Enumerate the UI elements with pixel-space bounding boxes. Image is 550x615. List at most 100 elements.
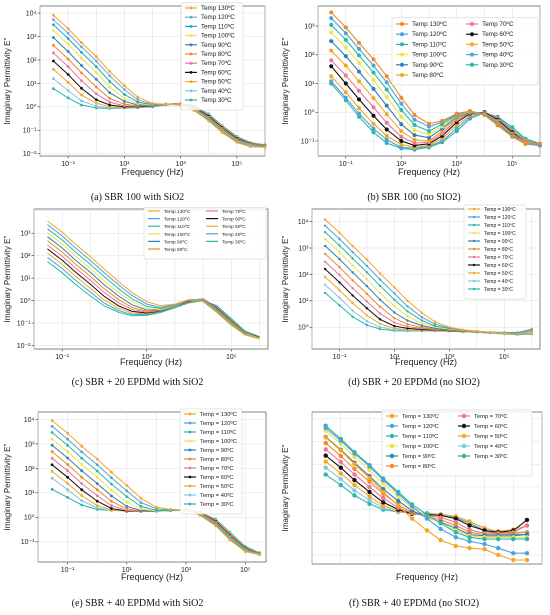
data-point — [523, 141, 528, 146]
data-point — [235, 141, 239, 144]
data-point — [384, 141, 389, 145]
y-tick-label: 10⁻¹ — [17, 320, 31, 327]
series-group — [323, 218, 533, 336]
data-point — [123, 100, 126, 103]
data-point — [52, 18, 55, 22]
data-point — [352, 462, 357, 467]
data-point — [52, 59, 55, 63]
data-point — [80, 450, 84, 454]
data-point — [50, 443, 54, 447]
data-point — [412, 123, 417, 127]
data-point — [80, 456, 84, 460]
data-point — [66, 73, 70, 76]
data-point — [94, 77, 98, 81]
data-point — [357, 69, 361, 74]
data-point — [352, 493, 357, 498]
data-point — [110, 504, 113, 507]
data-point — [351, 250, 354, 254]
x-axis-label: Frequency (Hz) — [398, 167, 460, 177]
y-tick-label: 10² — [304, 52, 315, 59]
data-point — [454, 129, 459, 134]
data-point — [468, 109, 472, 114]
legend-label: Temp = 110ºC — [200, 429, 236, 436]
caption-b: (b) SBR 100 (no SIO2) — [367, 192, 461, 203]
data-point — [343, 95, 348, 100]
data-point — [393, 327, 396, 330]
data-point — [453, 530, 458, 535]
data-point — [412, 141, 417, 145]
data-point — [95, 499, 99, 503]
series-line — [330, 65, 541, 146]
y-tick-label: 10¹ — [24, 490, 35, 497]
legend-label: Temp = 100ºC — [484, 231, 516, 237]
data-point — [412, 133, 417, 138]
data-point — [357, 40, 361, 45]
series-line — [330, 59, 541, 146]
data-point — [338, 465, 343, 470]
legend-label: Temp 110ºC — [412, 41, 447, 48]
data-point — [123, 84, 126, 88]
y-tick-label: 10² — [26, 57, 37, 64]
data-point — [329, 64, 334, 69]
legend: Temp = 130ºC Temp = 120ºC Temp = 110ºC Temp… — [381, 409, 533, 477]
data-point — [66, 65, 70, 68]
data-point — [80, 444, 84, 448]
data-point — [108, 91, 112, 95]
data-point — [338, 476, 343, 482]
y-tick-label: 10⁻² — [23, 151, 37, 158]
legend-box — [381, 409, 533, 477]
data-point — [371, 126, 376, 131]
y-tick-label: 10⁻¹ — [301, 138, 315, 145]
data-point — [94, 104, 98, 108]
series-line — [330, 12, 540, 145]
x-tick-label: 10¹ — [389, 354, 400, 361]
legend-label: Temp 80ºC — [412, 72, 444, 79]
data-point — [357, 97, 361, 102]
data-point — [424, 512, 430, 517]
data-point — [399, 122, 404, 127]
series-line — [330, 80, 541, 149]
data-point — [123, 97, 126, 100]
series-line — [330, 24, 541, 146]
data-point — [399, 108, 404, 112]
legend-marker — [188, 493, 192, 497]
data-point — [475, 330, 478, 333]
data-point — [52, 43, 55, 47]
data-point — [427, 124, 431, 129]
data-point — [482, 541, 487, 547]
series-line — [53, 14, 266, 148]
legend-label: Temp = 70ºC — [484, 255, 513, 261]
data-point — [367, 494, 372, 499]
data-point — [258, 553, 261, 556]
legend-box — [391, 17, 539, 86]
data-point — [438, 537, 443, 543]
data-point — [108, 100, 112, 104]
legend-marker — [188, 502, 192, 506]
y-tick-label: 10² — [298, 272, 309, 279]
data-point — [94, 102, 98, 105]
data-point — [94, 85, 98, 89]
data-point — [367, 475, 372, 481]
legend-label: Temp = 40ºC — [484, 279, 513, 285]
data-point — [524, 523, 530, 528]
data-point — [338, 304, 341, 307]
data-point — [323, 252, 327, 256]
data-point — [66, 437, 69, 441]
data-point — [94, 92, 98, 96]
data-point — [409, 516, 415, 521]
legend-label: Temp = 60ºC — [474, 423, 508, 430]
data-point — [80, 45, 83, 49]
data-point — [108, 80, 112, 83]
data-point — [52, 77, 55, 80]
data-point — [214, 524, 218, 528]
legend-label: Temp 30ºC — [482, 62, 514, 69]
data-point — [329, 30, 334, 35]
data-point — [412, 137, 417, 142]
data-point — [365, 314, 369, 317]
data-point — [393, 292, 396, 295]
data-point — [343, 81, 348, 86]
y-tick-label: 10⁰ — [24, 514, 35, 522]
